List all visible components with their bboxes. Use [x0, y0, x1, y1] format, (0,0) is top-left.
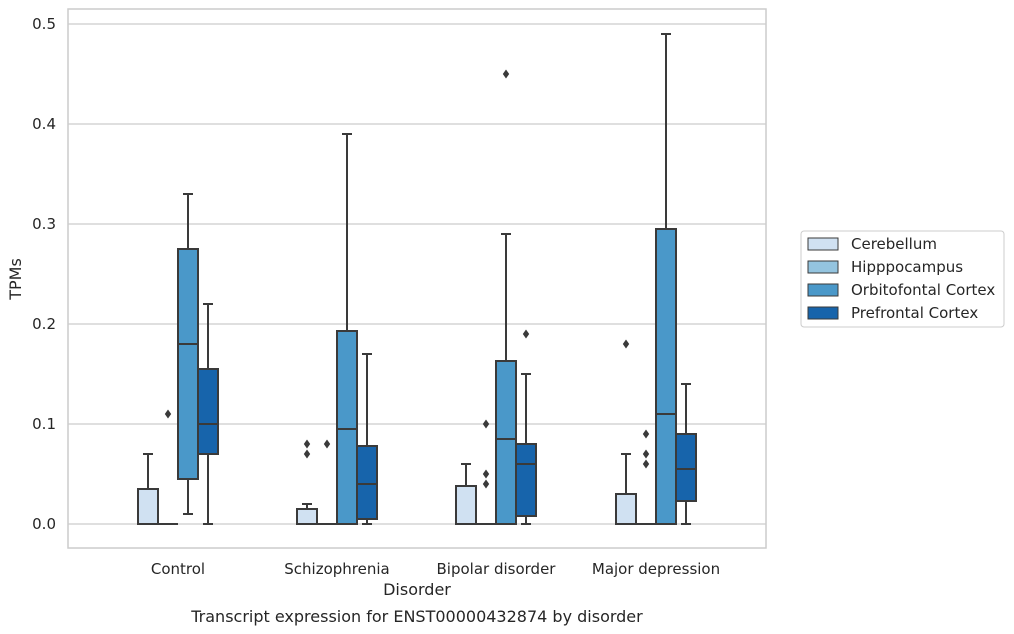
box-prefrontal-cortex-2: [515, 329, 537, 525]
box-body: [515, 443, 537, 517]
legend-items: Cerebellum Hipppocampus Orbitofontal Corte…: [807, 235, 995, 322]
box-body: [137, 488, 159, 525]
box-orbitofontal-cortex-3: [655, 33, 677, 525]
box-cerebellum-0: [137, 453, 159, 525]
legend-swatch: [807, 260, 839, 274]
outlier-point: [642, 459, 650, 469]
x-tick-label: Bipolar disorder: [437, 560, 557, 578]
box-orbitofontal-cortex-2: [495, 69, 517, 525]
box-hipppocampus-3: [636, 429, 656, 525]
box-cerebellum-1: [296, 439, 318, 525]
legend-label: Cerebellum: [851, 235, 937, 253]
box-body: [356, 445, 378, 520]
box-hipppocampus-0: [158, 409, 178, 525]
legend-frame: [800, 230, 1005, 328]
outlier-point: [164, 409, 172, 419]
box-body: [455, 485, 477, 525]
box-body: [177, 248, 199, 480]
box-body: [655, 228, 677, 525]
legend-label: Hipppocampus: [851, 258, 963, 276]
box-body: [336, 330, 358, 525]
y-tick-labels: 0.0 0.1 0.2 0.3 0.4 0.5: [32, 15, 56, 533]
y-axis-title: TPMs: [6, 258, 25, 301]
y-tick-label: 0.0: [32, 515, 56, 533]
box-cerebellum-2: [455, 463, 477, 525]
x-tick-label: Schizophrenia: [284, 560, 389, 578]
outlier-point: [482, 469, 490, 479]
outlier-point: [482, 419, 490, 429]
chart-caption: Transcript expression for ENST0000043287…: [190, 607, 643, 626]
box-groups: [137, 33, 697, 525]
box-orbitofontal-cortex-0: [177, 193, 199, 515]
y-tick-label: 0.5: [32, 15, 56, 33]
box-hipppocampus-2: [476, 419, 496, 525]
plot-frame: [67, 8, 767, 549]
box-body: [675, 433, 697, 502]
y-tick-label: 0.4: [32, 115, 56, 133]
y-tick-label: 0.1: [32, 415, 56, 433]
y-tick-label: 0.2: [32, 315, 56, 333]
x-tick-label: Major depression: [592, 560, 720, 578]
outlier-point: [502, 69, 510, 79]
x-axis-title: Disorder: [383, 580, 451, 599]
outlier-point: [303, 439, 311, 449]
box-orbitofontal-cortex-1: [336, 133, 358, 525]
legend-label: Orbitofontal Cortex: [851, 281, 995, 299]
box-prefrontal-cortex-1: [356, 353, 378, 525]
outlier-point: [642, 449, 650, 459]
box-prefrontal-cortex-3: [675, 383, 697, 525]
outlier-point: [642, 429, 650, 439]
legend-label: Prefrontal Cortex: [851, 304, 978, 322]
legend-swatch: [807, 237, 839, 251]
legend-swatch: [807, 283, 839, 297]
legend: Cerebellum Hipppocampus Orbitofontal Corte…: [800, 230, 1005, 328]
box-prefrontal-cortex-0: [197, 303, 219, 525]
outlier-point: [303, 449, 311, 459]
box-body: [615, 493, 637, 525]
outlier-point: [482, 479, 490, 489]
box-body: [495, 360, 517, 525]
box-body: [296, 508, 318, 525]
x-tick-label: Control: [151, 560, 205, 578]
box-hipppocampus-1: [317, 439, 337, 525]
legend-swatch: [807, 306, 839, 320]
outlier-point: [522, 329, 530, 339]
x-tick-labels: Control Schizophrenia Bipolar disorder Majo…: [151, 560, 720, 578]
y-tick-label: 0.3: [32, 215, 56, 233]
outlier-point: [622, 339, 630, 349]
box-cerebellum-3: [615, 339, 637, 525]
outlier-point: [323, 439, 331, 449]
box-body: [197, 368, 219, 455]
